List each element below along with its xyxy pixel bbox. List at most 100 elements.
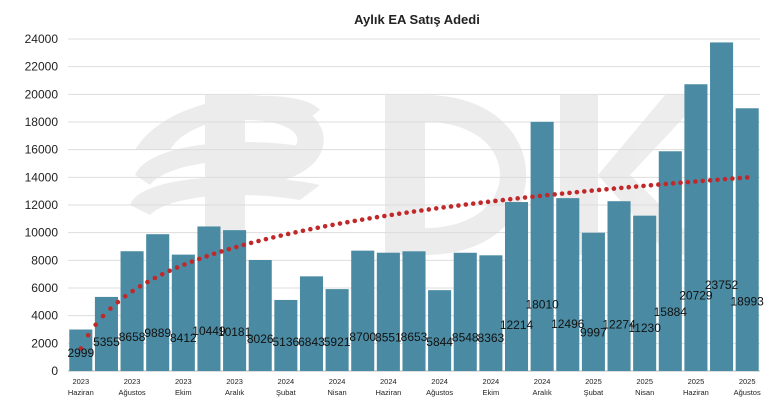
bar (299, 276, 324, 371)
trendline-dot (456, 203, 461, 208)
data-label: 23752 (705, 278, 739, 292)
y-tick-label: 14000 (25, 170, 59, 184)
y-tick-label: 0 (51, 364, 58, 378)
trendline-dot (337, 221, 343, 226)
trendline-dot (182, 262, 187, 267)
bar (479, 255, 503, 371)
data-labels: 2999535586589889841210449101818026513668… (67, 278, 764, 360)
trendline-dot (145, 279, 150, 285)
data-label: 18010 (525, 298, 559, 312)
y-tick-label: 20000 (25, 87, 59, 101)
trendline-dot (485, 199, 491, 205)
data-label: 15884 (654, 305, 688, 319)
trendline-dot (493, 198, 498, 204)
bar (248, 259, 272, 371)
y-tick-label: 16000 (25, 143, 59, 157)
trendline-dot (396, 211, 402, 217)
x-tick-month: Haziran (375, 388, 401, 397)
x-tick-month: Ağustos (734, 388, 761, 397)
trendline-dot (196, 256, 202, 262)
bar (735, 108, 759, 372)
x-tick-month: Ağustos (119, 388, 146, 397)
data-label: 8658 (119, 330, 146, 344)
trendline-dot (189, 259, 195, 264)
trendline-dot (744, 175, 750, 180)
x-tick-year: 2025 (688, 377, 705, 386)
x-tick-month: Nisan (635, 388, 654, 397)
trendline-dot (241, 242, 247, 248)
trendline-dot (271, 235, 276, 240)
trendline-dot (167, 268, 172, 274)
trendline-dot (389, 212, 395, 218)
trendline-dot (648, 182, 654, 188)
x-tick-month: Aralık (225, 388, 244, 397)
trendline-dot (278, 233, 284, 238)
trendline-dot (589, 188, 594, 193)
trendline-dot (100, 313, 106, 319)
trendline-dot (359, 217, 365, 222)
data-label: 10181 (218, 325, 252, 339)
trendline-dot (507, 196, 513, 202)
trendline-dot (685, 179, 691, 185)
trendline-dot (263, 236, 269, 242)
bar (428, 290, 452, 371)
bar-series (69, 42, 759, 372)
x-tick-year: 2025 (636, 377, 653, 386)
data-label: 20729 (679, 288, 713, 302)
data-label: 18993 (730, 294, 764, 308)
trendline-dot (619, 185, 624, 191)
trendline-dot (219, 249, 224, 254)
data-label: 5844 (426, 335, 453, 349)
trendline-dot (285, 231, 291, 237)
trendline-dot (730, 176, 735, 181)
bar (94, 296, 118, 371)
x-tick-year: 2023 (72, 377, 89, 386)
x-tick-year: 2024 (534, 377, 551, 386)
trendline-dot (544, 192, 550, 198)
bar (530, 121, 554, 371)
x-tick-year: 2024 (278, 377, 295, 386)
trendline-dot (411, 209, 417, 214)
bar (197, 226, 221, 371)
data-label: 9889 (144, 326, 171, 340)
trendline-dot (374, 214, 380, 220)
trendline-dot (552, 192, 557, 197)
data-label: 9997 (580, 325, 607, 339)
trendline-dot (115, 299, 121, 305)
data-label: 5136 (273, 335, 300, 349)
trendline-dot (663, 181, 669, 187)
bar (710, 42, 734, 372)
bar (376, 252, 400, 371)
data-label: 12496 (551, 317, 585, 331)
trendline-dot (596, 187, 602, 193)
data-label: 8653 (401, 330, 428, 344)
x-tick-year: 2024 (329, 377, 346, 386)
x-tick-year: 2023 (226, 377, 243, 386)
x-axis: 2023 Haziran 2023 Ağustos 2023 Ekim 2023 Aralık… (68, 377, 761, 397)
y-tick-label: 2000 (31, 336, 58, 350)
x-tick-month: Şubat (584, 388, 605, 397)
y-tick-label: 8000 (31, 253, 58, 267)
y-tick-label: 18000 (25, 115, 59, 129)
trendline-dot (382, 213, 387, 219)
trendline-dot (470, 201, 476, 206)
data-label: 12214 (500, 318, 534, 332)
trendline-dot (530, 194, 535, 200)
x-tick-month: Şubat (276, 388, 297, 397)
trendline-dot (367, 216, 372, 221)
bar (658, 151, 682, 371)
trendline-dot (404, 210, 409, 215)
chart-title: Aylık EA Satış Adedi (354, 12, 480, 27)
x-tick-year: 2023 (175, 377, 192, 386)
x-tick-month: Ağustos (426, 388, 453, 397)
trendline-dot (204, 253, 209, 259)
y-axis: 0 2000 4000 6000 8000 10000 12000 14000 16000 180… (25, 32, 760, 378)
data-label: 6843 (298, 335, 325, 349)
data-label: 2999 (67, 346, 94, 360)
data-label: 8700 (349, 330, 376, 344)
data-label: 5921 (324, 335, 351, 349)
trendline-dot (656, 182, 661, 187)
data-label: 8026 (247, 332, 274, 346)
trendline-dot (722, 176, 728, 182)
